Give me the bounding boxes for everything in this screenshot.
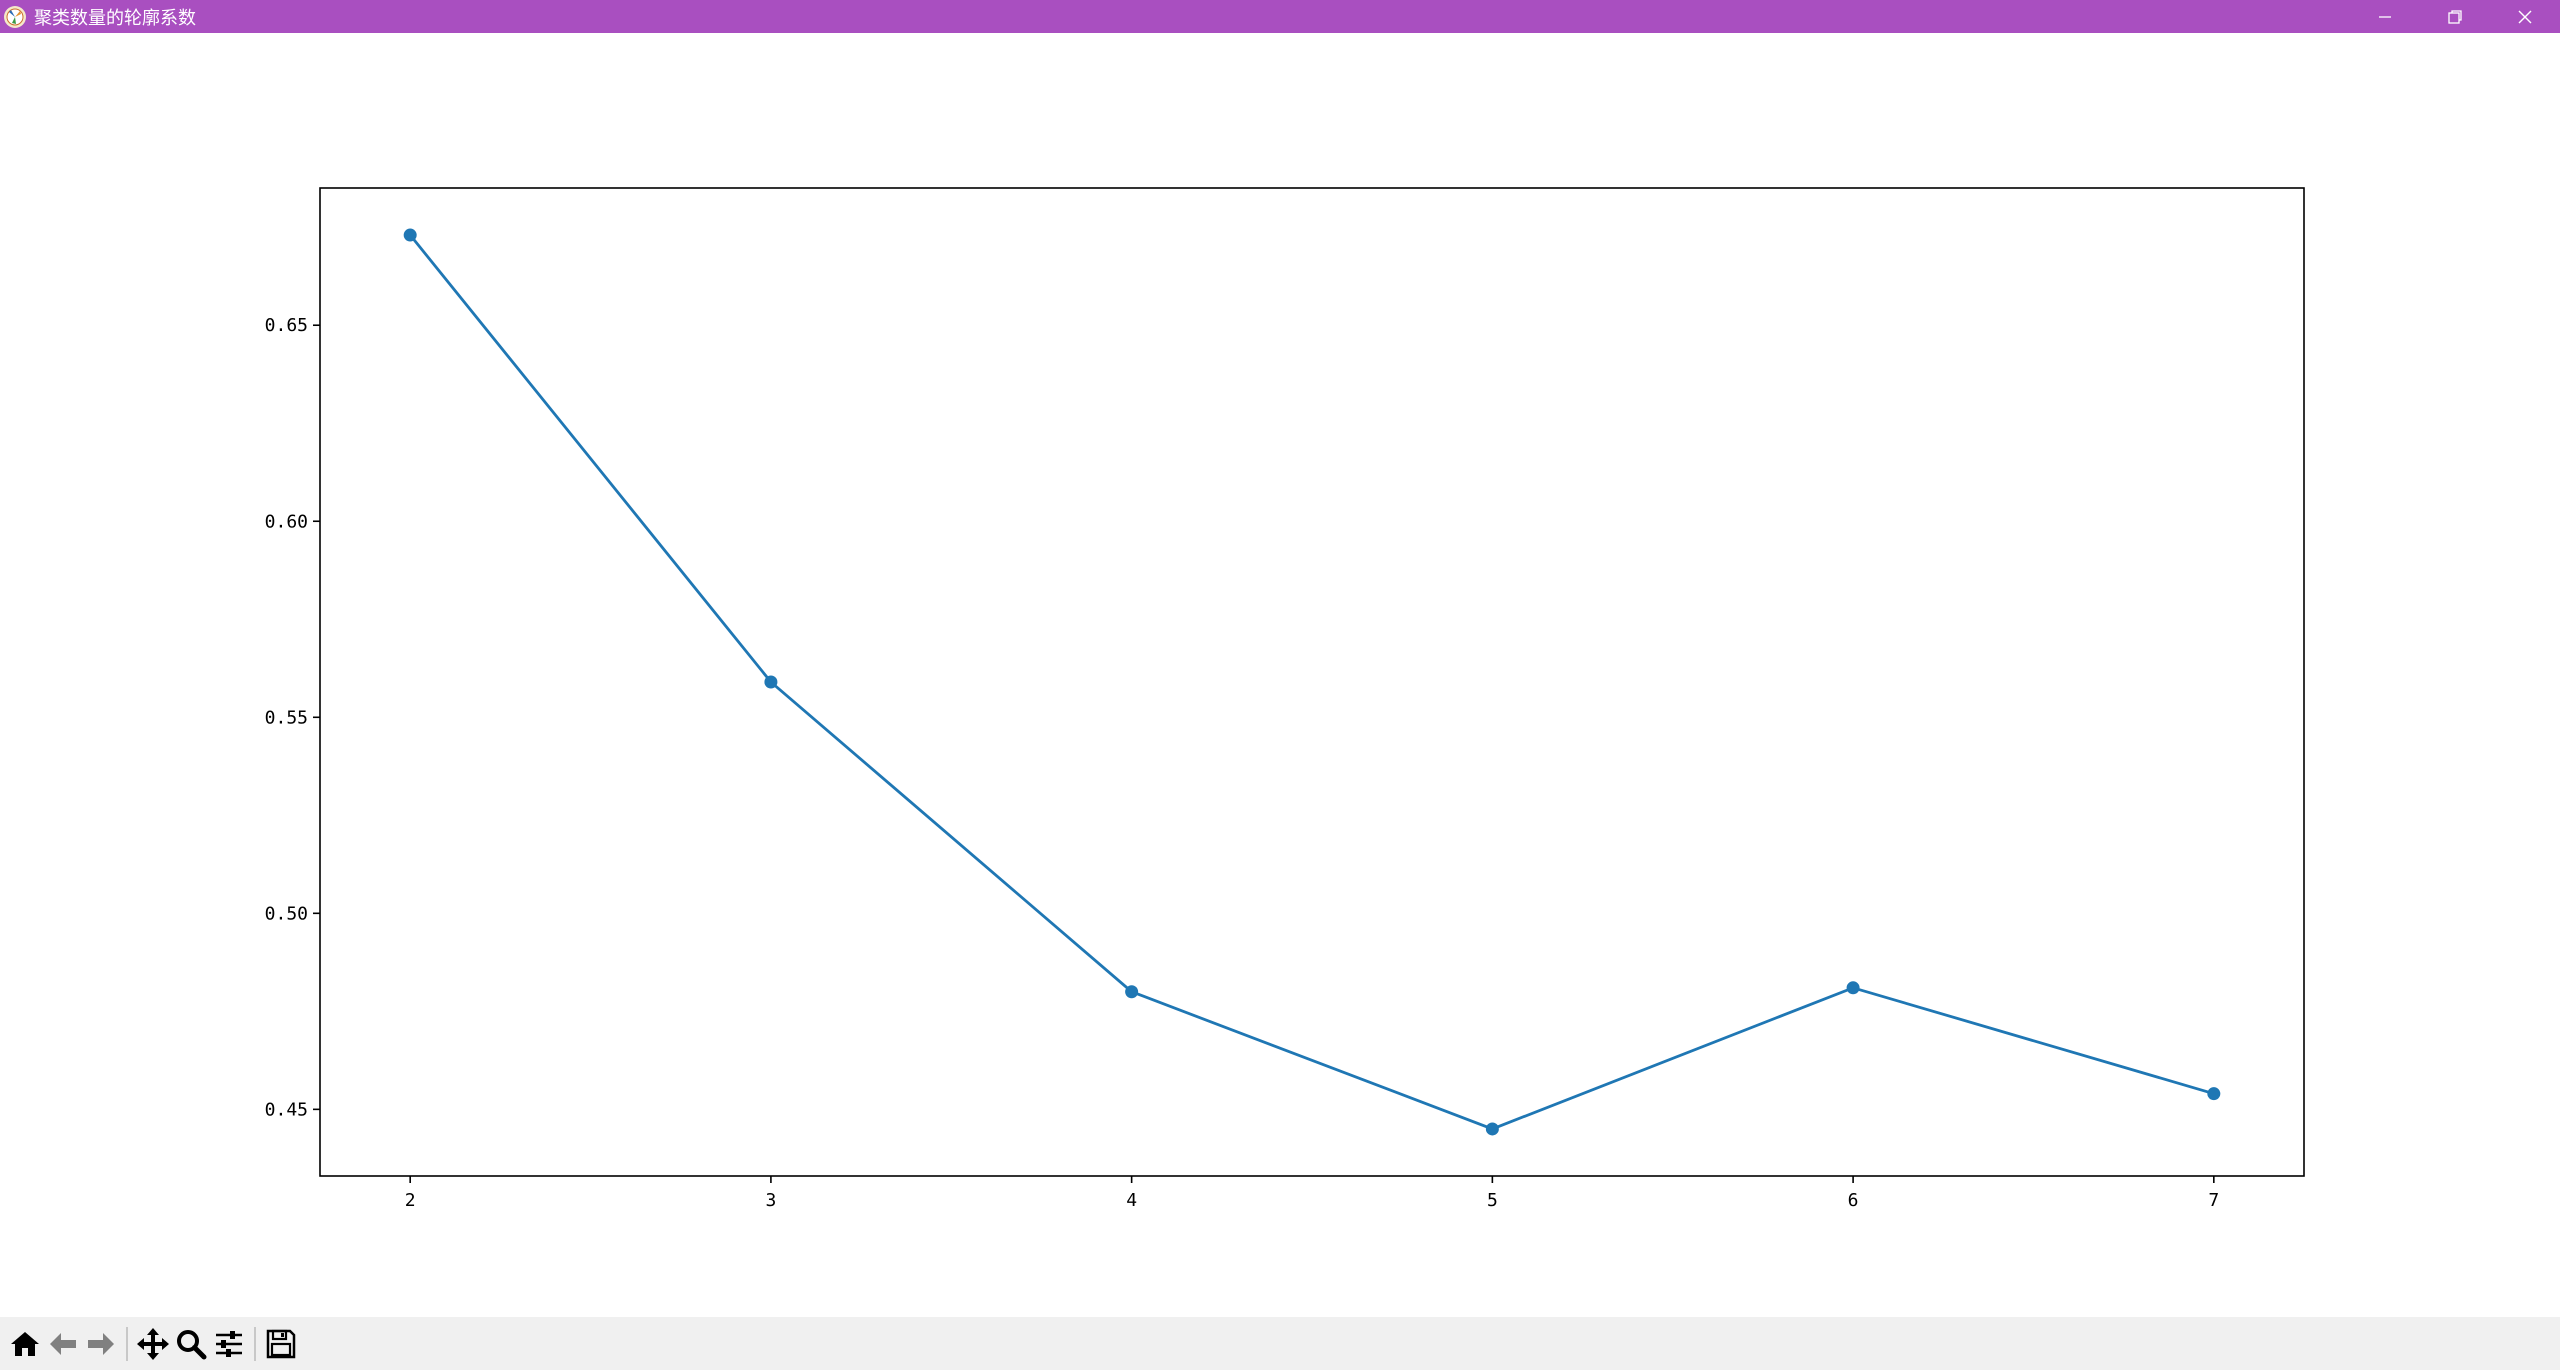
y-tick-label: 0.60 [265,511,308,532]
subplots-config-button[interactable] [210,1325,248,1363]
x-tick-label: 6 [1848,1190,1859,1211]
subplots-config-icon [216,1330,242,1357]
window-title: 聚类数量的轮廓系数 [34,7,196,29]
restore-icon [2448,9,2462,24]
series-line [409,234,2215,1131]
pan-button[interactable] [134,1325,172,1363]
x-tick-label: 2 [405,1190,416,1211]
y-tick-label: 0.55 [265,707,308,728]
pan-icon [137,1327,169,1360]
navigation-toolbar [0,1317,2560,1370]
toolbar-separator [126,1326,128,1361]
minimize-icon [2379,15,2391,18]
forward-button[interactable] [82,1325,120,1363]
data-point-marker [403,228,417,242]
title-bar: 聚类数量的轮廓系数 [0,0,2560,33]
minimize-button[interactable] [2350,0,2420,33]
line-chart: 0.45 0.50 0.55 0.60 0.65 2 3 4 5 6 7 [265,187,2305,1211]
close-button[interactable] [2490,0,2560,33]
x-tick-label: 4 [1126,1190,1137,1211]
y-tick-label: 0.65 [265,315,308,336]
figure-canvas[interactable]: 0.45 0.50 0.55 0.60 0.65 2 3 4 5 6 7 [0,33,2560,1317]
data-point-marker [1485,1122,1499,1136]
data-point-marker [1846,981,1860,995]
close-icon [2518,10,2532,23]
forward-arrow-icon [88,1332,114,1355]
data-point-marker [764,675,778,689]
plot-frame [319,187,2305,1177]
toolbar-separator [254,1326,256,1361]
restore-button[interactable] [2420,0,2490,33]
data-point-marker [1125,985,1139,999]
home-button[interactable] [6,1325,44,1363]
zoom-button[interactable] [172,1325,210,1363]
zoom-icon [177,1329,207,1359]
data-point-marker [2207,1087,2221,1101]
matplotlib-icon[interactable] [4,5,26,28]
y-tick-label: 0.50 [265,903,308,924]
x-tick-label: 7 [2208,1190,2219,1211]
y-tick-label: 0.45 [265,1099,308,1120]
back-button[interactable] [44,1325,82,1363]
back-arrow-icon [50,1332,76,1355]
x-tick-label: 3 [765,1190,776,1211]
home-icon [11,1331,39,1356]
save-icon [266,1329,296,1358]
save-button[interactable] [262,1325,300,1363]
x-tick-label: 5 [1487,1190,1498,1211]
